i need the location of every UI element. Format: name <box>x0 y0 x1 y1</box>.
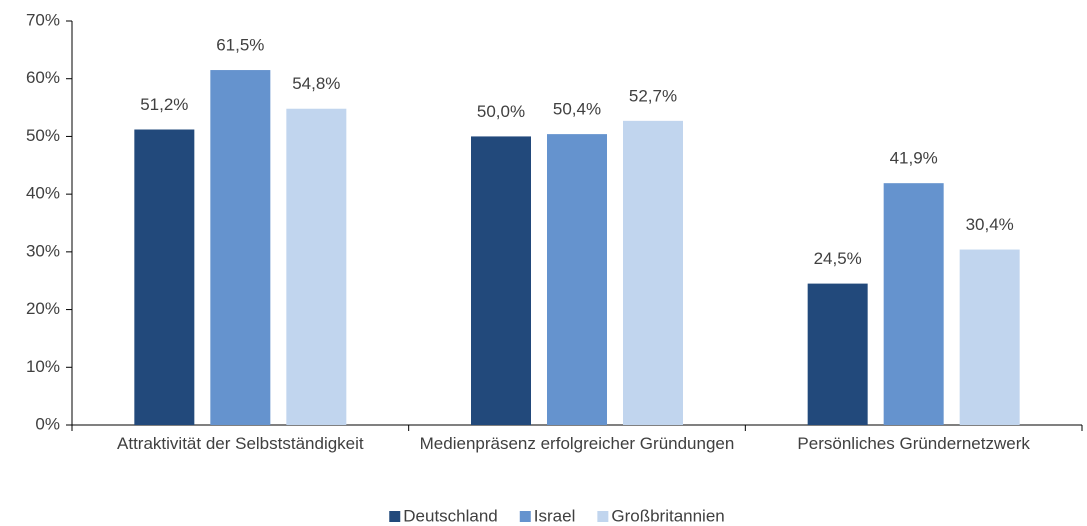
bar <box>807 283 868 425</box>
x-tick-label: Medienpräsenz erfolgreicher Gründungen <box>419 434 735 453</box>
x-tick-label: Attraktivität der Selbstständigkeit <box>117 434 364 453</box>
y-tick-label: 70% <box>26 10 60 29</box>
data-label: 50,0% <box>477 102 525 121</box>
bar <box>623 120 683 426</box>
data-label: 50,4% <box>553 100 601 119</box>
x-tick-label-box: Attraktivität der Selbstständigkeit <box>117 434 364 453</box>
data-label: 24,5% <box>814 249 862 268</box>
legend-label: Großbritannien <box>611 506 724 525</box>
data-label: 52,7% <box>629 86 677 105</box>
y-tick-label: 60% <box>26 68 60 87</box>
data-label: 30,4% <box>966 215 1014 234</box>
legend-label: Israel <box>534 506 576 525</box>
bar <box>547 134 607 425</box>
y-tick-label: 10% <box>26 357 60 376</box>
x-tick-label: Persönliches Gründernetzwerk <box>797 434 1030 453</box>
legend-swatch <box>389 511 401 522</box>
y-tick-label: 50% <box>26 126 60 145</box>
data-label: 51,2% <box>140 95 188 114</box>
legend-label: Deutschland <box>403 506 498 525</box>
data-label: 54,8% <box>292 74 340 93</box>
bar <box>210 70 271 426</box>
legend: Deutschland Israel Großbritannien <box>389 506 725 525</box>
x-tick-label-box: Medienpräsenz erfolgreicher Gründungen <box>419 434 735 453</box>
y-tick-label: 20% <box>26 299 60 318</box>
x-tick-label-box: Persönliches Gründernetzwerk <box>797 434 1030 453</box>
bar <box>134 129 195 425</box>
legend-swatch <box>597 511 609 522</box>
bar <box>471 136 531 425</box>
y-tick-label: 40% <box>26 184 60 203</box>
y-tick-label: 30% <box>26 241 60 260</box>
y-tick-label: 0% <box>35 414 60 433</box>
legend-swatch <box>519 511 531 522</box>
bar <box>959 249 1020 425</box>
bar <box>883 183 944 425</box>
data-label: 41,9% <box>890 149 938 168</box>
bar <box>286 108 347 426</box>
data-label: 61,5% <box>216 36 264 55</box>
